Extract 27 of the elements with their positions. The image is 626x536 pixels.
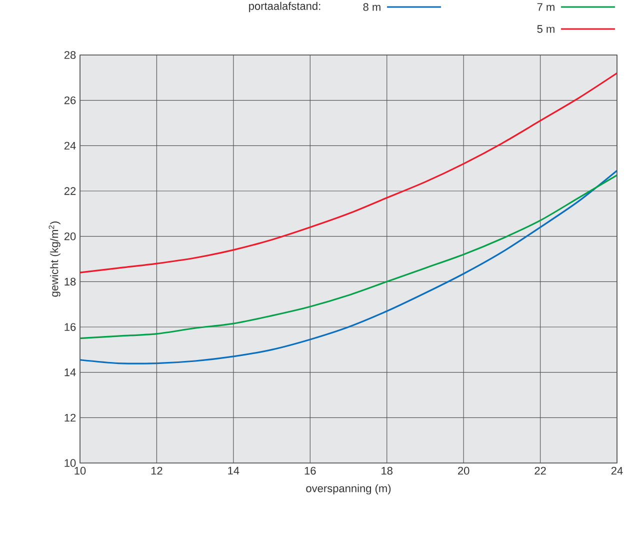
line-series [80,174,618,340]
y-tick-label: 16 [64,323,76,331]
line-series [80,72,618,274]
y-tick-label: 24 [64,142,76,150]
x-tick-label: 18 [382,466,392,475]
legend-title: portaalafstand: [249,2,320,12]
y-tick-label: 26 [64,96,76,104]
x-tick-label: 20 [458,466,470,475]
x-tick-label: 10 [74,466,86,475]
y-tick-label: 18 [64,278,76,286]
y-tick-label: 28 [64,51,76,59]
legend-label: 7 m [537,3,554,11]
x-tick-label: 12 [151,466,162,475]
y-tick-label: 12 [64,414,76,422]
x-tick-label: 22 [534,466,546,475]
legend-label: 8 m [363,3,380,11]
y-tick-label: 14 [64,368,76,376]
y-tick-label: 10 [64,459,76,467]
x-tick-label: 24 [611,466,623,475]
y-axis-title: gewicht (kg/m$^{2}$) [48,222,60,297]
x-axis-title: overspanning (m) [306,484,391,494]
legend-label: 5 m [537,25,554,33]
line-series [80,170,618,364]
x-tick-label: 14 [228,466,240,474]
x-tick-label: 16 [304,466,316,475]
y-tick-label: 22 [64,187,76,195]
y-tick-label: 20 [64,232,76,240]
